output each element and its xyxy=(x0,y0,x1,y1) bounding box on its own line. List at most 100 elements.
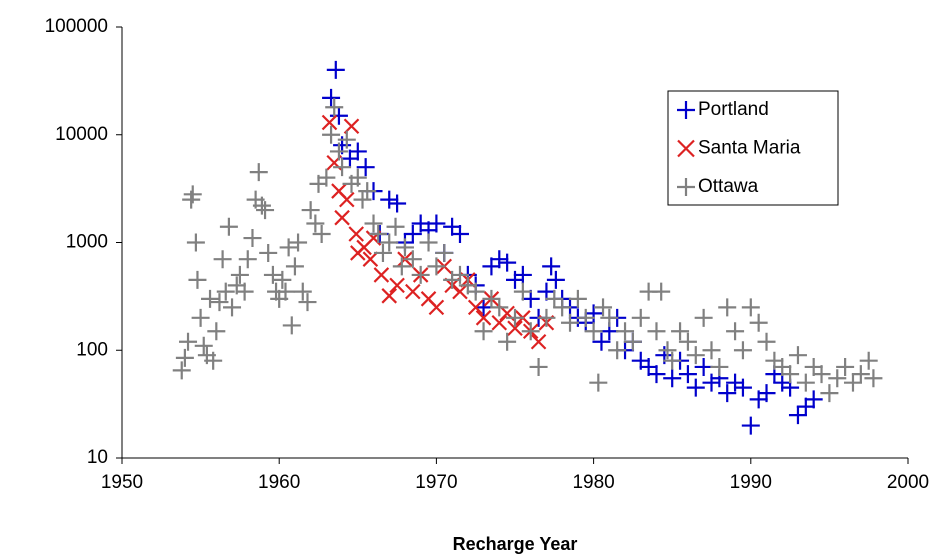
legend-marker xyxy=(677,101,695,119)
point xyxy=(663,351,682,370)
point xyxy=(663,369,682,388)
point xyxy=(749,313,768,332)
point xyxy=(230,265,249,284)
point xyxy=(733,378,752,397)
point xyxy=(256,201,275,220)
point xyxy=(389,277,405,294)
x-tick-label: 1980 xyxy=(572,472,614,493)
point xyxy=(702,341,721,360)
point xyxy=(175,348,194,367)
point xyxy=(201,289,220,308)
point xyxy=(741,298,760,317)
point xyxy=(828,369,847,388)
point xyxy=(179,332,198,351)
point xyxy=(796,397,815,416)
point xyxy=(537,308,556,327)
point xyxy=(339,191,355,208)
point xyxy=(726,373,745,392)
point xyxy=(186,233,205,252)
point xyxy=(252,196,271,215)
point xyxy=(276,282,295,301)
point xyxy=(259,243,278,262)
point xyxy=(608,341,627,360)
point xyxy=(631,308,650,327)
x-tick-label: 1960 xyxy=(258,472,300,493)
point xyxy=(293,282,312,301)
legend xyxy=(667,90,839,206)
point xyxy=(358,182,377,201)
point xyxy=(243,229,262,248)
legend-marker xyxy=(677,178,695,196)
point xyxy=(507,320,523,337)
point xyxy=(386,217,405,236)
point xyxy=(380,233,399,252)
point xyxy=(191,308,210,327)
point xyxy=(545,289,564,308)
point xyxy=(388,194,407,213)
legend-label: Ottawa xyxy=(698,176,759,197)
point xyxy=(373,243,392,262)
point xyxy=(322,88,341,107)
point xyxy=(836,357,855,376)
point xyxy=(506,308,524,327)
point xyxy=(584,304,603,323)
point xyxy=(686,346,705,365)
point xyxy=(204,351,223,370)
point xyxy=(671,322,690,341)
point xyxy=(804,357,823,376)
point xyxy=(452,283,468,300)
point xyxy=(348,168,367,187)
point xyxy=(326,60,345,79)
point xyxy=(329,106,348,125)
point xyxy=(289,233,308,252)
point xyxy=(678,365,697,384)
point xyxy=(589,373,608,392)
point xyxy=(238,250,257,269)
point xyxy=(812,365,831,384)
point xyxy=(419,233,438,252)
point xyxy=(298,293,317,312)
point xyxy=(757,384,776,403)
point xyxy=(235,282,254,301)
point xyxy=(796,373,815,392)
point xyxy=(623,332,642,351)
point xyxy=(864,369,883,388)
point xyxy=(450,265,469,284)
point xyxy=(710,357,729,376)
point xyxy=(348,226,365,242)
point xyxy=(172,361,191,380)
point xyxy=(553,298,572,317)
point xyxy=(513,282,532,301)
point xyxy=(301,201,320,220)
point xyxy=(334,209,350,226)
point xyxy=(364,214,383,233)
point xyxy=(474,298,493,317)
legend-label: Santa Maria xyxy=(698,138,801,159)
point xyxy=(183,185,202,204)
point xyxy=(213,250,232,269)
point xyxy=(726,322,745,341)
point xyxy=(216,282,235,301)
point xyxy=(219,217,238,236)
point xyxy=(781,365,800,384)
point xyxy=(584,322,603,341)
point xyxy=(694,357,713,376)
point xyxy=(427,214,446,233)
point xyxy=(542,257,561,276)
point xyxy=(381,288,398,304)
point xyxy=(647,365,666,384)
point xyxy=(435,243,454,262)
point xyxy=(467,299,484,316)
point xyxy=(411,265,430,284)
point xyxy=(506,270,524,289)
point xyxy=(482,289,501,308)
point xyxy=(529,357,548,376)
point xyxy=(647,322,666,341)
point xyxy=(568,289,587,308)
point xyxy=(592,332,611,351)
point xyxy=(322,125,341,144)
point xyxy=(273,270,292,289)
point xyxy=(513,265,532,284)
point xyxy=(306,214,325,233)
point xyxy=(804,390,823,409)
